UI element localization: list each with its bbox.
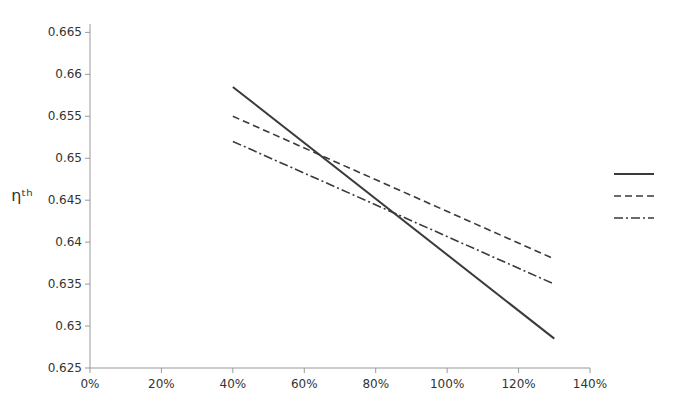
- line-series: [233, 141, 554, 284]
- x-tick-label: 80%: [362, 377, 389, 391]
- y-tick: [85, 200, 90, 201]
- y-tick: [85, 32, 90, 33]
- x-tick-label: 100%: [430, 377, 464, 391]
- y-tick: [85, 116, 90, 117]
- y-tick: [85, 284, 90, 285]
- y-tick-label: 0.665: [48, 25, 82, 39]
- y-tick-label: 0.64: [55, 235, 82, 249]
- y-tick: [85, 242, 90, 243]
- x-tick: [304, 368, 305, 373]
- y-tick-label: 0.63: [55, 319, 82, 333]
- y-tick: [85, 158, 90, 159]
- x-tick-label: 20%: [148, 377, 175, 391]
- x-tick: [232, 368, 233, 373]
- y-tick-label: 0.66: [55, 67, 82, 81]
- x-tick: [447, 368, 448, 373]
- y-tick-label: 0.645: [48, 193, 82, 207]
- legend: [614, 174, 654, 218]
- line-series: [233, 87, 554, 339]
- x-tick-label: 60%: [291, 377, 318, 391]
- y-axis-line: [90, 24, 91, 368]
- y-axis-label: ηᵗʰ: [11, 186, 32, 205]
- chart: 0% 20% 40% 60% 80% 100% 120% 140% 0.625 0.63 0.635…: [0, 0, 700, 412]
- chart-container: 0% 20% 40% 60% 80% 100% 120% 140% 0.625 0.63 0.635…: [0, 0, 700, 412]
- x-tick: [90, 368, 91, 373]
- x-axis-line: [90, 368, 590, 369]
- legend-sample: [614, 195, 654, 197]
- y-tick-label: 0.625: [48, 361, 82, 375]
- y-tick: [85, 326, 90, 327]
- legend-sample: [614, 173, 654, 175]
- y-tick-label: 0.65: [55, 151, 82, 165]
- y-tick-label: 0.655: [48, 109, 82, 123]
- x-tick-label: 140%: [573, 377, 607, 391]
- line-series: [233, 116, 554, 259]
- x-tick-label: 0%: [80, 377, 99, 391]
- x-tick-label: 40%: [220, 377, 247, 391]
- y-tick-label: 0.635: [48, 277, 82, 291]
- plot-area: [233, 87, 554, 339]
- y-tick: [85, 368, 90, 369]
- x-tick: [161, 368, 162, 373]
- y-tick: [85, 74, 90, 75]
- x-tick-label: 120%: [501, 377, 535, 391]
- x-tick: [375, 368, 376, 373]
- legend-sample: [614, 217, 654, 219]
- x-tick: [590, 368, 591, 373]
- x-tick: [518, 368, 519, 373]
